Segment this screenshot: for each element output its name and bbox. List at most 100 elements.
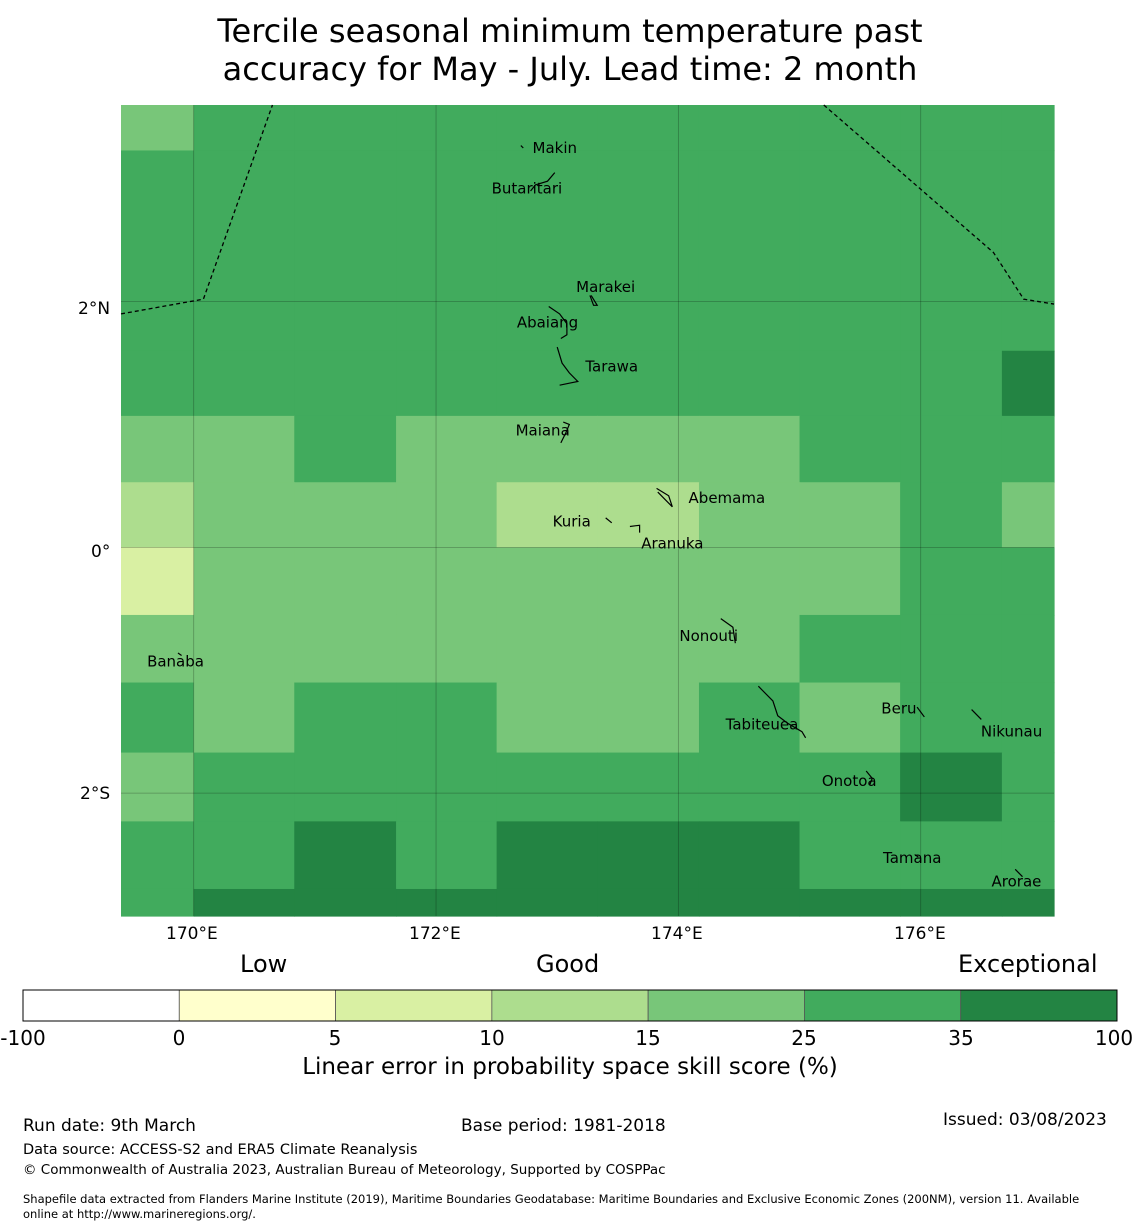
- colorbar-tick-label: 35: [948, 1026, 974, 1050]
- issued-date: Issued: 03/08/2023: [943, 1110, 1107, 1130]
- island-outline: [757, 685, 807, 739]
- grid-cell: [597, 682, 700, 754]
- island-outline: [914, 854, 919, 858]
- grid-cell: [193, 482, 295, 548]
- grid-cell: [496, 821, 598, 890]
- place-label: Makin: [533, 139, 578, 157]
- grid-cell: [294, 614, 397, 684]
- colorbar-outline: [22, 989, 1118, 1022]
- grid-cell: [121, 547, 195, 616]
- grid-cell: [698, 888, 801, 917]
- island-outline: [605, 517, 613, 524]
- island-outline: [560, 421, 571, 444]
- place-label: Nonouti: [679, 627, 738, 645]
- island-outline: [629, 524, 641, 533]
- island-outline: [656, 487, 673, 508]
- grid-cell: [193, 614, 295, 684]
- grid-cell: [799, 150, 901, 352]
- title-line-2: accuracy for May - July. Lead time: 2 mo…: [222, 50, 918, 88]
- grid-cell: [496, 150, 598, 352]
- place-label: Nikunau: [981, 723, 1042, 741]
- grid-cell: [294, 350, 397, 417]
- grid-cell: [294, 682, 397, 754]
- grid-cell: [597, 350, 700, 417]
- graticule: [121, 105, 1054, 916]
- grid-cell: [121, 614, 195, 684]
- grid-cell: [799, 682, 901, 754]
- island-outline: [520, 145, 524, 149]
- grid-cell: [1001, 482, 1055, 548]
- colorbar-segment: [335, 989, 493, 1022]
- grid-cell: [900, 350, 1003, 417]
- title-line-1: Tercile seasonal minimum temperature pas…: [217, 12, 923, 50]
- colorbar-tick-label: 10: [479, 1026, 505, 1050]
- grid-cell: [294, 482, 397, 548]
- colorbar-tick-label: -100: [0, 1026, 46, 1050]
- grid-cell: [597, 105, 700, 152]
- island-outline: [865, 770, 873, 785]
- grid-cell: [597, 614, 700, 684]
- grid-cell: [121, 821, 195, 890]
- grid-cell: [799, 482, 901, 548]
- grid-cell: [1001, 105, 1055, 152]
- grid-cell: [1001, 682, 1055, 754]
- grid-cell: [900, 682, 1003, 754]
- place-label: Kuria: [553, 513, 591, 531]
- grid-cell: [698, 614, 801, 684]
- place-label: Marakei: [576, 278, 635, 296]
- category-low: Low: [240, 950, 288, 978]
- grid-cell: [799, 547, 901, 616]
- grid-cell: [597, 752, 700, 822]
- colorbar-tick-label: 0: [172, 1026, 186, 1050]
- grid-cell: [193, 350, 295, 417]
- base-period: Base period: 1981-2018: [461, 1116, 666, 1136]
- colorbar-segment: [22, 989, 180, 1022]
- grid-cell: [698, 105, 801, 152]
- grid-cell: [799, 415, 901, 483]
- grid-cell: [799, 752, 901, 822]
- shapefile-credit-line-2: online at http://www.marineregions.org/.: [23, 1207, 256, 1221]
- data-source: Data source: ACCESS-S2 and ERA5 Climate …: [23, 1142, 418, 1158]
- grid-cell: [799, 888, 901, 917]
- colorbar-segment: [804, 989, 962, 1022]
- colorbar-segment: [960, 989, 1118, 1022]
- place-label: Onotoa: [822, 772, 877, 790]
- grid-cell: [698, 350, 801, 417]
- place-label: Banaba: [147, 653, 204, 671]
- eez-boundaries: [120, 104, 1055, 315]
- grid-cell: [121, 682, 195, 754]
- grid-cell: [799, 821, 901, 890]
- grid-cell: [597, 821, 700, 890]
- island-outline: [589, 295, 599, 306]
- colorbar-segment: [178, 989, 336, 1022]
- grid-cell: [396, 105, 498, 152]
- grid-cell: [698, 682, 801, 754]
- grid-cell: [396, 350, 498, 417]
- grid-cell: [121, 415, 195, 483]
- place-label: Maiana: [516, 422, 570, 440]
- grid-cell: [698, 415, 801, 483]
- colorbar-segment: [647, 989, 805, 1022]
- grid-cell: [396, 150, 498, 352]
- grid-cell: [396, 682, 498, 754]
- grid-cell: [1001, 150, 1055, 352]
- grid-cell: [193, 888, 295, 917]
- place-label: Arorae: [992, 873, 1042, 891]
- colorbar-tick-label: 5: [328, 1026, 342, 1050]
- grid-cell: [1001, 350, 1055, 417]
- island-outlines: [177, 145, 1023, 878]
- grid-cell: [496, 752, 598, 822]
- grid-cell: [1001, 888, 1055, 917]
- place-label: Butaritari: [492, 180, 563, 198]
- grid-cell: [294, 888, 397, 917]
- place-label: Abaiang: [517, 313, 578, 331]
- grid-cell: [396, 888, 498, 917]
- grid-cell: [496, 888, 598, 917]
- grid-cell: [294, 105, 397, 152]
- grid-cell: [597, 415, 700, 483]
- grid-cell: [396, 482, 498, 548]
- grid-cell: [900, 482, 1003, 548]
- place-label: Tarawa: [584, 358, 638, 376]
- grid-cell: [698, 150, 801, 352]
